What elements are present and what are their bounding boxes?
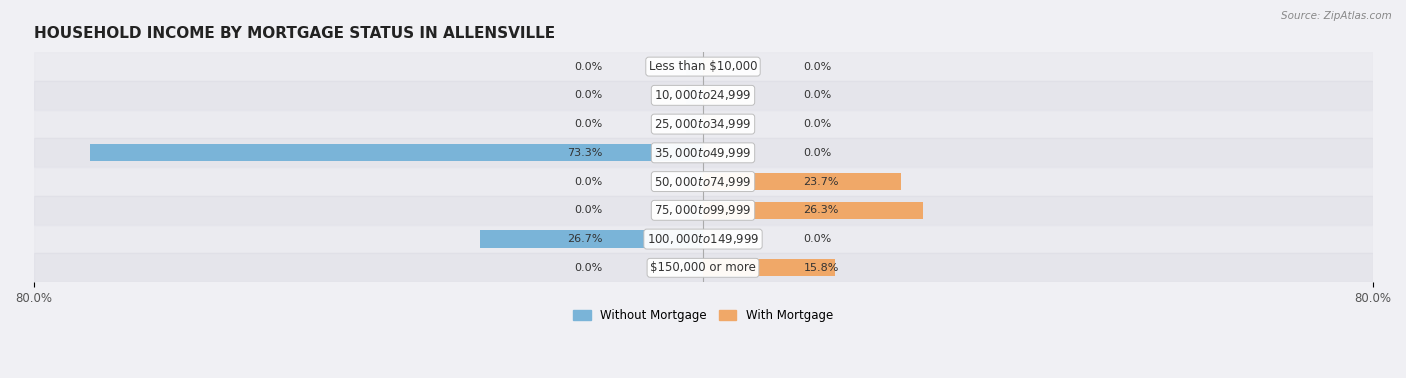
Legend: Without Mortgage, With Mortgage: Without Mortgage, With Mortgage: [568, 304, 838, 327]
Text: 73.3%: 73.3%: [567, 148, 603, 158]
Bar: [686, 115, 703, 133]
Bar: [703, 115, 720, 133]
Text: $50,000 to $74,999: $50,000 to $74,999: [654, 175, 752, 189]
Bar: [686, 58, 703, 75]
Text: 0.0%: 0.0%: [574, 177, 603, 187]
Text: $10,000 to $24,999: $10,000 to $24,999: [654, 88, 752, 102]
Text: 0.0%: 0.0%: [803, 234, 832, 244]
Text: $150,000 or more: $150,000 or more: [650, 261, 756, 274]
Text: 0.0%: 0.0%: [803, 62, 832, 71]
Bar: [686, 173, 703, 190]
Text: $25,000 to $34,999: $25,000 to $34,999: [654, 117, 752, 131]
Bar: [703, 87, 720, 104]
Bar: [34, 52, 1372, 81]
Text: Source: ZipAtlas.com: Source: ZipAtlas.com: [1281, 11, 1392, 21]
Bar: [479, 231, 703, 248]
Text: 0.0%: 0.0%: [803, 148, 832, 158]
Bar: [34, 81, 1372, 110]
Bar: [703, 58, 720, 75]
Text: 0.0%: 0.0%: [574, 119, 603, 129]
Text: 15.8%: 15.8%: [803, 263, 839, 273]
Text: 0.0%: 0.0%: [574, 62, 603, 71]
Text: 26.3%: 26.3%: [803, 205, 839, 215]
Bar: [703, 173, 901, 190]
Bar: [686, 202, 703, 219]
Text: Less than $10,000: Less than $10,000: [648, 60, 758, 73]
Bar: [34, 253, 1372, 282]
Bar: [703, 202, 924, 219]
Bar: [34, 167, 1372, 196]
Bar: [34, 138, 1372, 167]
Text: 23.7%: 23.7%: [803, 177, 839, 187]
Bar: [34, 225, 1372, 253]
Bar: [686, 259, 703, 276]
Bar: [703, 259, 835, 276]
Text: 0.0%: 0.0%: [803, 119, 832, 129]
Bar: [686, 87, 703, 104]
Text: 0.0%: 0.0%: [574, 90, 603, 100]
Bar: [703, 231, 720, 248]
Bar: [703, 144, 720, 161]
Text: 0.0%: 0.0%: [574, 263, 603, 273]
Text: $75,000 to $99,999: $75,000 to $99,999: [654, 203, 752, 217]
Bar: [34, 110, 1372, 138]
Text: 26.7%: 26.7%: [567, 234, 603, 244]
Text: HOUSEHOLD INCOME BY MORTGAGE STATUS IN ALLENSVILLE: HOUSEHOLD INCOME BY MORTGAGE STATUS IN A…: [34, 26, 554, 41]
Bar: [90, 144, 703, 161]
Text: 0.0%: 0.0%: [803, 90, 832, 100]
Text: 0.0%: 0.0%: [574, 205, 603, 215]
Text: $35,000 to $49,999: $35,000 to $49,999: [654, 146, 752, 160]
Bar: [34, 196, 1372, 225]
Text: $100,000 to $149,999: $100,000 to $149,999: [647, 232, 759, 246]
